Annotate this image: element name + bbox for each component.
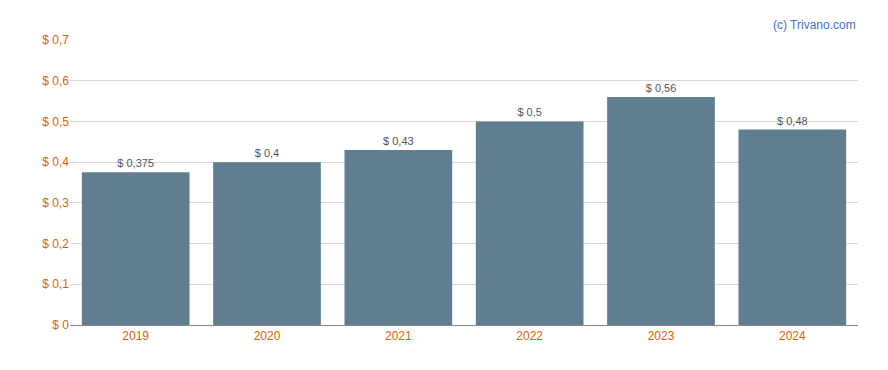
svg-text:2020: 2020 bbox=[254, 329, 281, 343]
svg-text:2019: 2019 bbox=[122, 329, 149, 343]
svg-text:$ 0,43: $ 0,43 bbox=[383, 135, 414, 147]
svg-text:$ 0,5: $ 0,5 bbox=[517, 106, 541, 118]
svg-text:2023: 2023 bbox=[648, 329, 675, 343]
svg-text:$ 0,5: $ 0,5 bbox=[42, 115, 69, 129]
svg-text:2021: 2021 bbox=[385, 329, 412, 343]
svg-text:$ 0,4: $ 0,4 bbox=[42, 155, 69, 169]
svg-text:$ 0,375: $ 0,375 bbox=[117, 157, 154, 169]
svg-text:2022: 2022 bbox=[516, 329, 543, 343]
svg-text:(c) Trivano.com: (c) Trivano.com bbox=[773, 18, 856, 32]
svg-text:$ 0,6: $ 0,6 bbox=[42, 74, 69, 88]
svg-text:2024: 2024 bbox=[779, 329, 806, 343]
svg-text:$ 0,3: $ 0,3 bbox=[42, 196, 69, 210]
svg-text:$ 0,1: $ 0,1 bbox=[42, 277, 69, 291]
svg-text:$ 0,56: $ 0,56 bbox=[646, 82, 677, 94]
svg-text:$ 0: $ 0 bbox=[52, 318, 69, 332]
svg-text:$ 0,48: $ 0,48 bbox=[777, 115, 808, 127]
svg-text:$ 0,2: $ 0,2 bbox=[42, 237, 69, 251]
svg-text:$ 0,7: $ 0,7 bbox=[42, 33, 69, 47]
svg-text:$ 0,4: $ 0,4 bbox=[255, 147, 279, 159]
